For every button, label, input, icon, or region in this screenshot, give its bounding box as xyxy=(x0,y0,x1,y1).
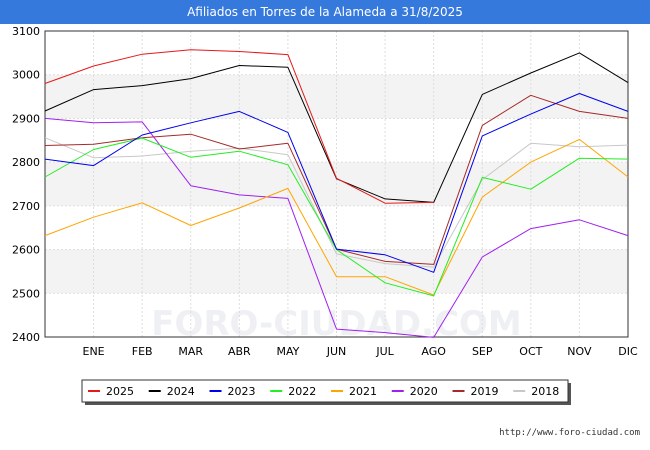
x-tick-label: MAY xyxy=(276,345,299,358)
legend-label-2020: 2020 xyxy=(410,385,438,398)
x-tick-label: DIC xyxy=(618,345,638,358)
x-tick-label: MAR xyxy=(178,345,203,358)
y-tick-label: 2500 xyxy=(12,287,40,300)
y-tick-label: 3000 xyxy=(12,69,40,82)
series-line-2025 xyxy=(44,49,434,204)
y-tick-label: 2700 xyxy=(12,200,40,213)
legend-label-2023: 2023 xyxy=(228,385,256,398)
x-tick-label: OCT xyxy=(519,345,542,358)
x-tick-label: NOV xyxy=(567,345,592,358)
x-tick-label: JUN xyxy=(326,345,347,358)
y-tick-label: 2400 xyxy=(12,331,40,344)
legend-label-2024: 2024 xyxy=(167,385,195,398)
series-line-2018 xyxy=(44,137,629,268)
legend-label-2021: 2021 xyxy=(349,385,377,398)
source-url[interactable]: http://www.foro-ciudad.com xyxy=(499,428,640,438)
y-tick-label: 2800 xyxy=(12,156,40,169)
y-tick-label: 2600 xyxy=(12,244,40,257)
x-tick-label: AGO xyxy=(421,345,446,358)
legend-label-2018: 2018 xyxy=(531,385,559,398)
legend-box xyxy=(81,379,569,403)
y-tick-label: 3100 xyxy=(12,25,40,38)
x-tick-label: ENE xyxy=(83,345,105,358)
x-tick-label: ABR xyxy=(228,345,251,358)
legend-label-2022: 2022 xyxy=(288,385,316,398)
x-tick-label: JUL xyxy=(375,345,394,358)
legend-label-2019: 2019 xyxy=(471,385,499,398)
series-line-2021 xyxy=(44,138,629,296)
series-line-2020 xyxy=(44,117,629,338)
x-tick-label: SEP xyxy=(472,345,493,358)
y-tick-label: 2900 xyxy=(12,112,40,125)
legend-label-2025: 2025 xyxy=(106,385,134,398)
x-tick-label: FEB xyxy=(132,345,153,358)
series-line-2023 xyxy=(44,93,629,273)
chart-title: Afiliados en Torres de la Alameda a 31/8… xyxy=(0,0,650,24)
plot-frame xyxy=(44,30,629,338)
